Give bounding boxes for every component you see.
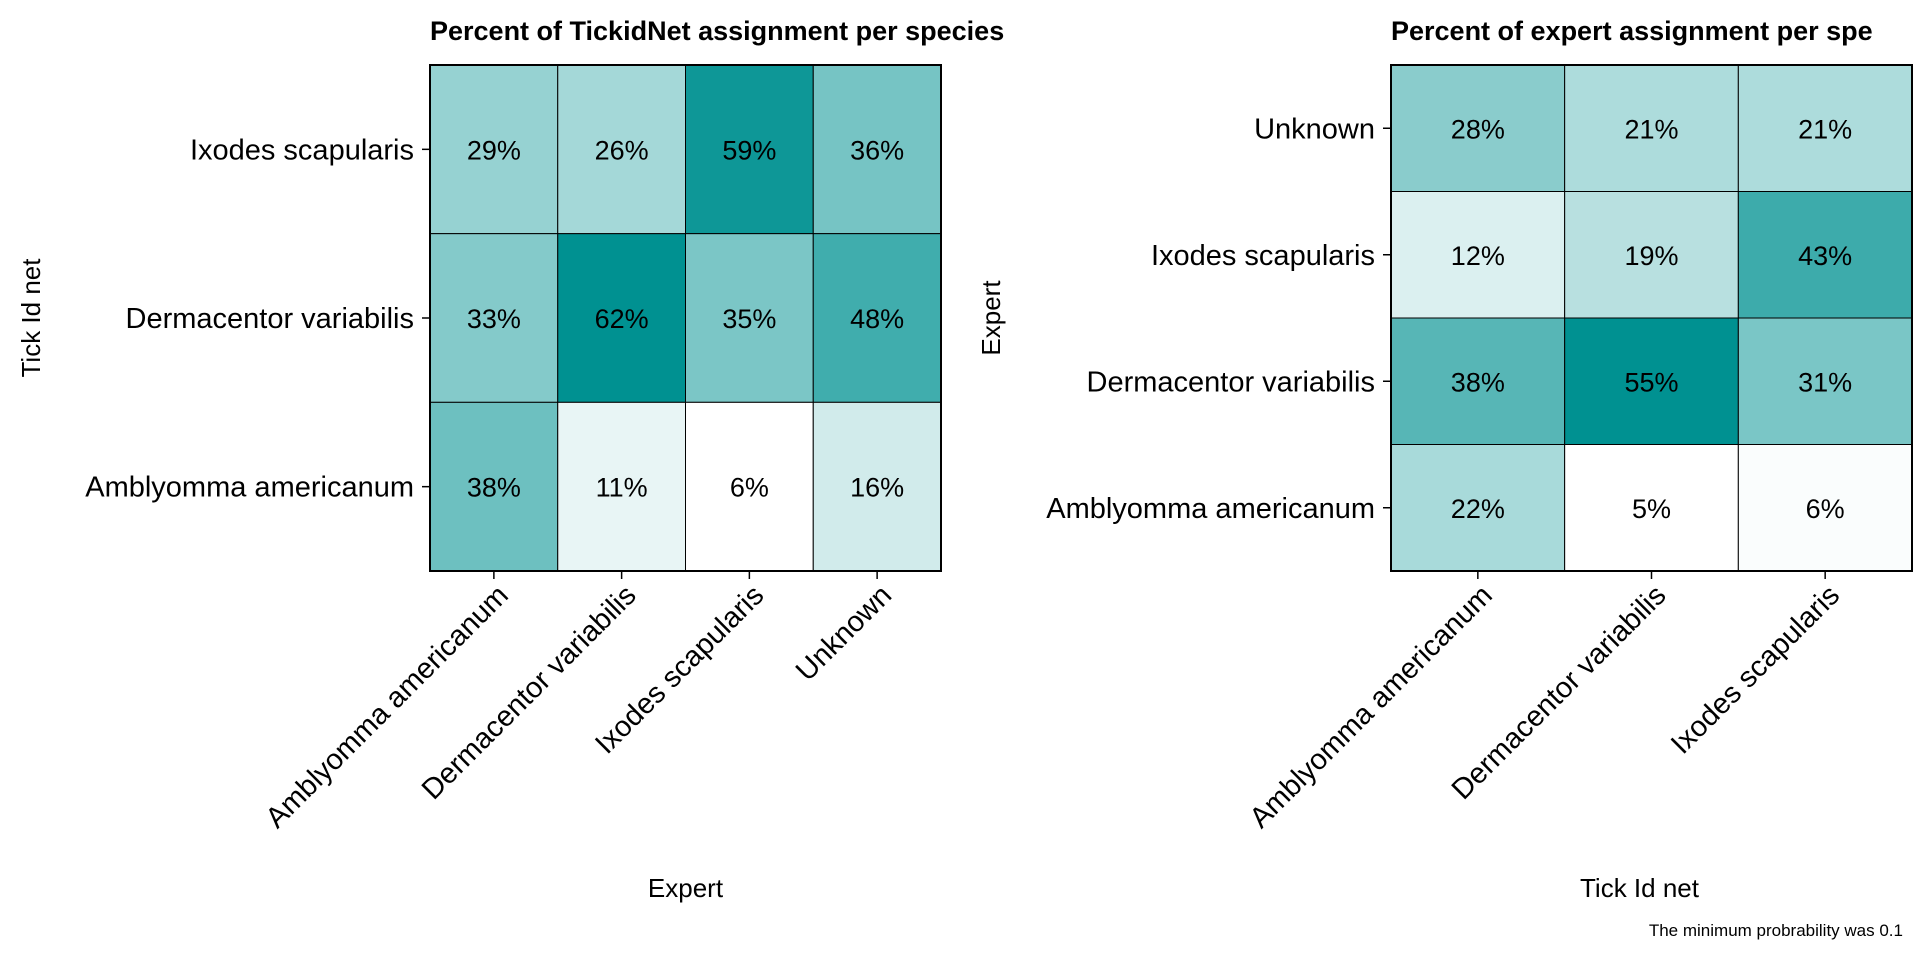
heatmap-cell <box>557 64 686 235</box>
cell-value-label: 31% <box>1798 367 1852 397</box>
cell-value-label: 29% <box>467 135 521 165</box>
heatmap-cell <box>1737 191 1913 319</box>
cell-value-label: 19% <box>1624 241 1678 271</box>
x-axis-title: Tick Id net <box>1580 873 1700 903</box>
x-tick-label: Dermacentor variabilis <box>416 579 643 806</box>
cell-value-label: 48% <box>850 304 904 334</box>
heatmap-cell <box>429 64 559 235</box>
heatmap-cell <box>1390 191 1566 319</box>
heatmap-cell <box>1564 191 1739 319</box>
cell-value-label: 43% <box>1798 241 1852 271</box>
x-tick-label: Ixodes scapularis <box>1665 579 1846 760</box>
heatmap-cell <box>812 401 942 572</box>
y-tick-label: Dermacentor variabilis <box>1087 366 1376 398</box>
y-tick-label: Amblyomma americanum <box>1046 493 1375 525</box>
y-axis-title: Expert <box>976 280 1006 356</box>
cell-value-label: 33% <box>467 304 521 334</box>
cell-value-label: 59% <box>722 135 776 165</box>
heatmap-cell <box>1564 64 1739 192</box>
y-tick-label: Ixodes scapularis <box>1151 240 1375 272</box>
cell-value-label: 21% <box>1624 114 1678 144</box>
heatmap-cell <box>1564 444 1739 572</box>
x-axis-title: Expert <box>648 873 724 903</box>
heatmap-cell <box>1737 64 1913 192</box>
chart-title: Percent of expert assignment per spe <box>1391 16 1873 46</box>
heatmap-panel-tickidnet: Percent of TickidNet assignment per spec… <box>16 16 1004 903</box>
y-tick-label: Dermacentor variabilis <box>126 303 415 335</box>
x-tick-label: Unknown <box>790 579 898 687</box>
heatmap-cell <box>812 233 942 403</box>
y-tick-label: Unknown <box>1254 113 1375 145</box>
heatmap-panel-expert: Percent of expert assignment per spe 28% 2… <box>976 16 1913 903</box>
heatmap-cell <box>685 233 814 403</box>
cell-value-label: 6% <box>730 473 769 503</box>
cell-value-label: 38% <box>467 473 521 503</box>
heatmap-cell <box>1737 444 1913 572</box>
y-tick-label: Ixodes scapularis <box>190 134 414 166</box>
heatmap-cell <box>1390 317 1566 445</box>
cell-value-label: 26% <box>595 135 649 165</box>
cell-value-label: 38% <box>1451 367 1505 397</box>
cell-value-label: 12% <box>1451 241 1505 271</box>
heatmap-cell <box>557 233 686 403</box>
chart-title: Percent of TickidNet assignment per spec… <box>430 16 1004 46</box>
cell-value-label: 5% <box>1632 494 1671 524</box>
cell-value-label: 21% <box>1798 114 1852 144</box>
cell-value-label: 11% <box>596 473 648 503</box>
heatmap-cell <box>812 64 942 235</box>
cell-value-label: 62% <box>595 304 649 334</box>
caption-note: The minimum probrability was 0.1 <box>1649 921 1903 940</box>
cell-value-label: 16% <box>850 473 904 503</box>
cell-value-label: 6% <box>1806 494 1845 524</box>
cell-value-label: 22% <box>1451 494 1505 524</box>
cell-value-label: 28% <box>1451 114 1505 144</box>
heatmap-cell <box>557 401 686 572</box>
cell-value-label: 36% <box>850 135 904 165</box>
cell-value-label: 35% <box>722 304 776 334</box>
heatmap-cell <box>1390 64 1566 192</box>
heatmap-cell <box>1737 317 1913 445</box>
heatmap-cell <box>1564 317 1739 445</box>
heatmap-cell <box>429 233 559 403</box>
cell-value-label: 55% <box>1624 367 1678 397</box>
x-tick-label: Amblyomma americanum <box>260 579 515 834</box>
heatmap-cell <box>1390 444 1566 572</box>
y-axis-title: Tick Id net <box>16 258 46 378</box>
y-tick-label: Amblyomma americanum <box>85 472 414 504</box>
